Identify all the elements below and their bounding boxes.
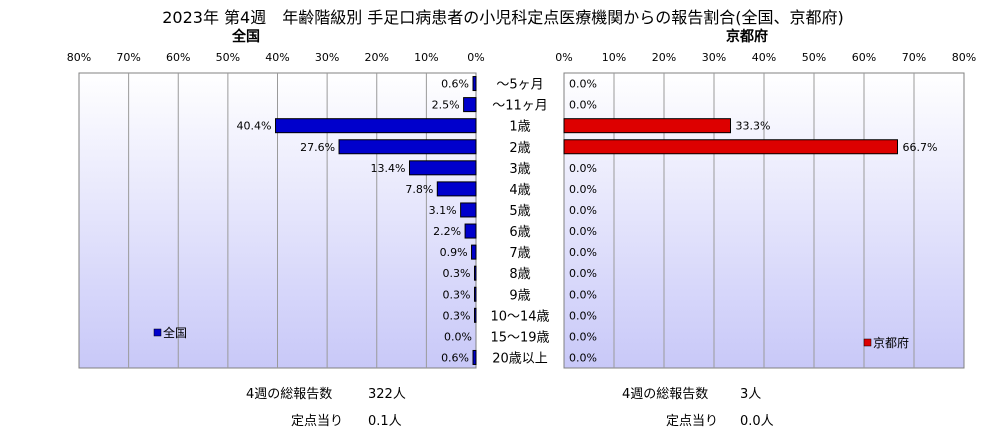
- national-x-tick-label: 80%: [67, 51, 91, 64]
- kyoto-x-tick-label: 60%: [852, 51, 876, 64]
- category-label: 9歳: [509, 288, 530, 303]
- national-x-tick-label: 20%: [365, 51, 389, 64]
- kyoto-data-label: 33.3%: [736, 120, 771, 133]
- national-x-tick-label: 70%: [116, 51, 140, 64]
- national-bar: [409, 160, 477, 176]
- national-data-label: 0.0%: [444, 330, 472, 343]
- kyoto-bar: [563, 118, 731, 134]
- kyoto-legend-label: 京都府: [873, 335, 909, 350]
- national-total-value: 322人: [368, 387, 406, 402]
- category-label: 8歳: [509, 267, 530, 282]
- category-label: 2歳: [509, 141, 530, 156]
- kyoto-data-label: 0.0%: [569, 288, 597, 301]
- national-legend-label: 全国: [163, 325, 187, 340]
- kyoto-x-tick-label: 40%: [752, 51, 776, 64]
- category-label: 10～14歳: [490, 309, 549, 324]
- national-bar: [474, 307, 477, 323]
- category-label: 3歳: [509, 162, 530, 177]
- national-data-label: 0.3%: [443, 267, 471, 280]
- chart-title: 2023年 第4週 年齢階級別 手足口病患者の小児科定点医療機関からの報告割合(…: [162, 8, 844, 27]
- national-data-label: 0.6%: [441, 351, 469, 364]
- kyoto-data-label: 0.0%: [569, 330, 597, 343]
- kyoto-per-label: 定点当り: [666, 414, 719, 429]
- national-panel-title: 全国: [232, 29, 260, 45]
- kyoto-per-value: 0.0人: [740, 414, 774, 429]
- national-x-tick-label: 0%: [467, 51, 484, 64]
- category-label: 4歳: [509, 183, 530, 198]
- category-label: ～11ヶ月: [492, 99, 548, 114]
- kyoto-panel-title: 京都府: [726, 29, 768, 45]
- national-data-label: 0.6%: [441, 78, 469, 91]
- kyoto-data-label: 0.0%: [569, 267, 597, 280]
- national-data-label: 0.3%: [443, 309, 471, 322]
- national-per-label: 定点当り: [291, 414, 344, 429]
- kyoto-x-tick-label: 50%: [802, 51, 826, 64]
- national-bar: [275, 118, 477, 134]
- kyoto-data-label: 66.7%: [903, 141, 938, 154]
- national-data-label: 3.1%: [429, 204, 457, 217]
- kyoto-data-label: 0.0%: [569, 309, 597, 322]
- national-data-label: 0.9%: [440, 246, 468, 259]
- kyoto-data-label: 0.0%: [569, 204, 597, 217]
- national-data-label: 13.4%: [371, 162, 406, 175]
- national-bar: [474, 265, 477, 281]
- kyoto-data-label: 0.0%: [569, 99, 597, 112]
- national-bar: [436, 181, 477, 197]
- kyoto-data-label: 0.0%: [569, 183, 597, 196]
- national-bar: [474, 286, 477, 302]
- national-bar: [472, 76, 477, 92]
- national-data-label: 27.6%: [300, 141, 335, 154]
- category-label: ～5ヶ月: [496, 78, 543, 93]
- category-label: 6歳: [509, 225, 530, 240]
- kyoto-data-label: 0.0%: [569, 78, 597, 91]
- category-label: 15～19歳: [490, 330, 549, 345]
- kyoto-data-label: 0.0%: [569, 162, 597, 175]
- national-data-label: 0.3%: [443, 288, 471, 301]
- kyoto-legend-swatch: [863, 338, 872, 347]
- kyoto-x-tick-label: 70%: [902, 51, 926, 64]
- national-legend-swatch: [153, 328, 162, 337]
- national-total-label: 4週の総報告数: [246, 387, 333, 402]
- national-data-label: 2.5%: [432, 99, 460, 112]
- national-bar: [460, 202, 477, 218]
- national-x-tick-label: 10%: [414, 51, 438, 64]
- kyoto-x-tick-label: 20%: [652, 51, 676, 64]
- kyoto-total-value: 3人: [740, 387, 762, 402]
- national-x-tick-label: 60%: [166, 51, 190, 64]
- national-x-tick-label: 40%: [265, 51, 289, 64]
- national-x-tick-label: 50%: [216, 51, 240, 64]
- national-bar: [471, 244, 477, 260]
- national-bar: [464, 223, 477, 239]
- kyoto-x-tick-label: 10%: [602, 51, 626, 64]
- kyoto-data-label: 0.0%: [569, 246, 597, 259]
- kyoto-bar: [563, 139, 898, 155]
- national-bar: [463, 97, 477, 113]
- category-label: 5歳: [509, 204, 530, 219]
- national-bar: [338, 139, 477, 155]
- national-per-value: 0.1人: [368, 414, 402, 429]
- category-label: 20歳以上: [492, 351, 548, 366]
- kyoto-data-label: 0.0%: [569, 351, 597, 364]
- national-data-label: 7.8%: [405, 183, 433, 196]
- kyoto-x-tick-label: 0%: [555, 51, 572, 64]
- national-x-tick-label: 30%: [315, 51, 339, 64]
- kyoto-data-label: 0.0%: [569, 225, 597, 238]
- kyoto-x-tick-label: 80%: [952, 51, 976, 64]
- category-label: 7歳: [509, 246, 530, 261]
- national-data-label: 40.4%: [237, 120, 272, 133]
- national-data-label: 2.2%: [433, 225, 461, 238]
- category-label: 1歳: [509, 120, 530, 135]
- kyoto-x-tick-label: 30%: [702, 51, 726, 64]
- national-bar: [472, 349, 477, 365]
- kyoto-total-label: 4週の総報告数: [622, 387, 709, 402]
